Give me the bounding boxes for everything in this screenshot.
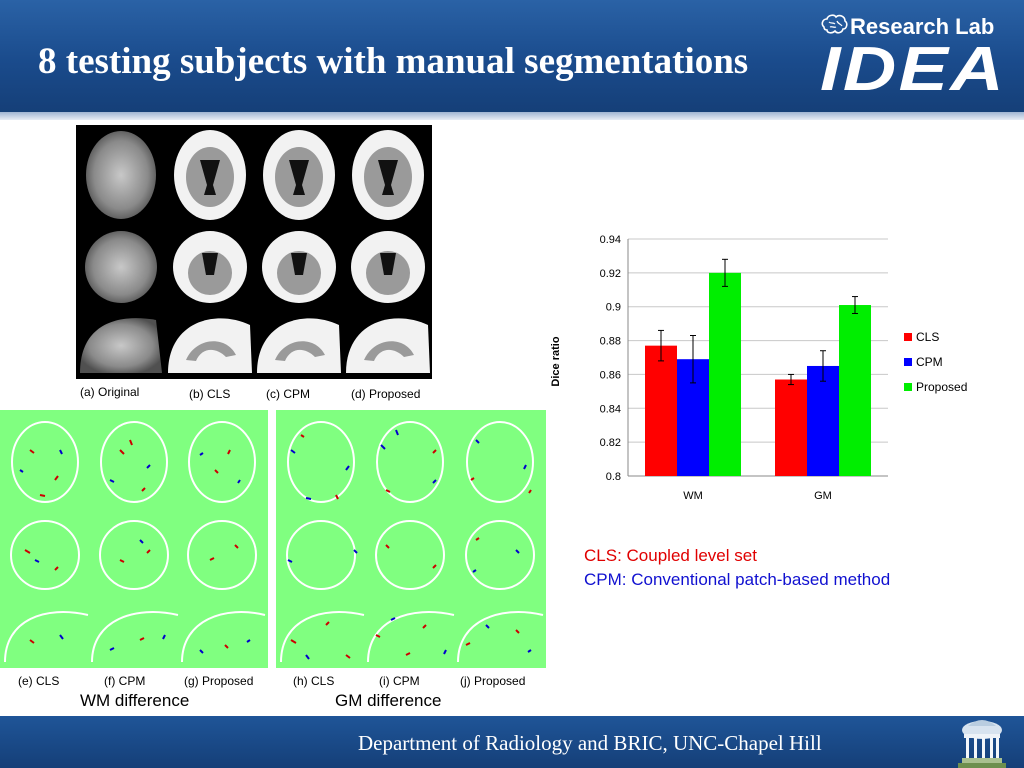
y-tick-label: 0.86 [600,369,621,381]
chart-error-bars [658,258,858,386]
lab-logo-text: Research Lab [850,14,995,39]
bar-cls-gm [775,379,807,476]
chart-bars [645,272,871,476]
legend-label: CLS [916,330,939,344]
brain-icon [821,14,848,34]
label-original: (a) Original [80,385,140,399]
cls-text: Coupled level set [621,546,757,565]
y-tick-label: 0.82 [600,437,621,449]
lab-logo: Research Lab [820,10,1010,46]
idea-logo-text: IDEA [820,40,1006,96]
legend-label: CPM [916,355,943,369]
legend-label: Proposed [916,380,967,394]
legend-swatch [904,333,912,341]
bar-proposed-wm [709,272,741,476]
gm-difference-title: GM difference [335,691,442,710]
dice-ratio-chart: 0.80.820.840.860.880.90.920.94 WM GM CLSC… [550,234,967,502]
chart-legend: CLS CPM Proposed [904,330,967,394]
label-i-cpm: (i) CPM [379,674,420,688]
y-tick-label: 0.9 [606,302,621,314]
old-well-icon [958,720,1006,768]
label-g-proposed: (g) Proposed [184,674,254,688]
y-tick-label: 0.84 [600,403,621,415]
bar-cls-wm [645,345,677,476]
header-divider [0,112,1024,120]
legend-swatch [904,383,912,391]
x-tick-label: GM [814,490,832,502]
gm-difference-image [276,410,546,668]
idea-logo: IDEA [820,40,1006,96]
label-proposed: (d) Proposed [351,387,421,401]
label-e-cls: (e) CLS [18,674,60,688]
cls-abbr: CLS: [584,546,622,565]
label-cpm: (c) CPM [266,387,310,401]
cpm-abbr: CPM: [584,570,627,589]
x-tick-label: WM [683,490,703,502]
wm-difference-image [0,410,268,668]
bar-proposed-gm [839,305,871,476]
wm-difference-title: WM difference [80,691,190,710]
label-j-proposed: (j) Proposed [460,674,526,688]
bar-cpm-gm [807,365,839,476]
label-h-cls: (h) CLS [293,674,335,688]
y-tick-label: 0.88 [600,336,621,348]
legend-swatch [904,358,912,366]
footer-bar [0,716,1024,768]
cpm-text: Conventional patch-based method [626,570,891,589]
slide-title: 8 testing subjects with manual segmentat… [38,41,749,82]
label-f-cpm: (f) CPM [104,674,146,688]
footer-text: Department of Radiology and BRIC, UNC-Ch… [358,731,822,755]
y-tick-label: 0.94 [600,234,621,246]
header-bar [0,0,1024,112]
y-tick-label: 0.8 [606,471,621,483]
chart-x-ticks: WM GM [683,490,832,502]
chart-y-axis-label: Dice ratio [550,336,562,386]
y-tick-label: 0.92 [600,268,621,280]
mri-segmentation-image [76,125,432,379]
cls-definition: CLS: Coupled level set [584,546,757,566]
label-cls: (b) CLS [189,387,231,401]
cpm-definition: CPM: Conventional patch-based method [584,570,890,590]
chart-y-ticks: 0.8 0.82 0.84 0.86 0.88 0.9 0.92 0.94 [600,234,621,483]
